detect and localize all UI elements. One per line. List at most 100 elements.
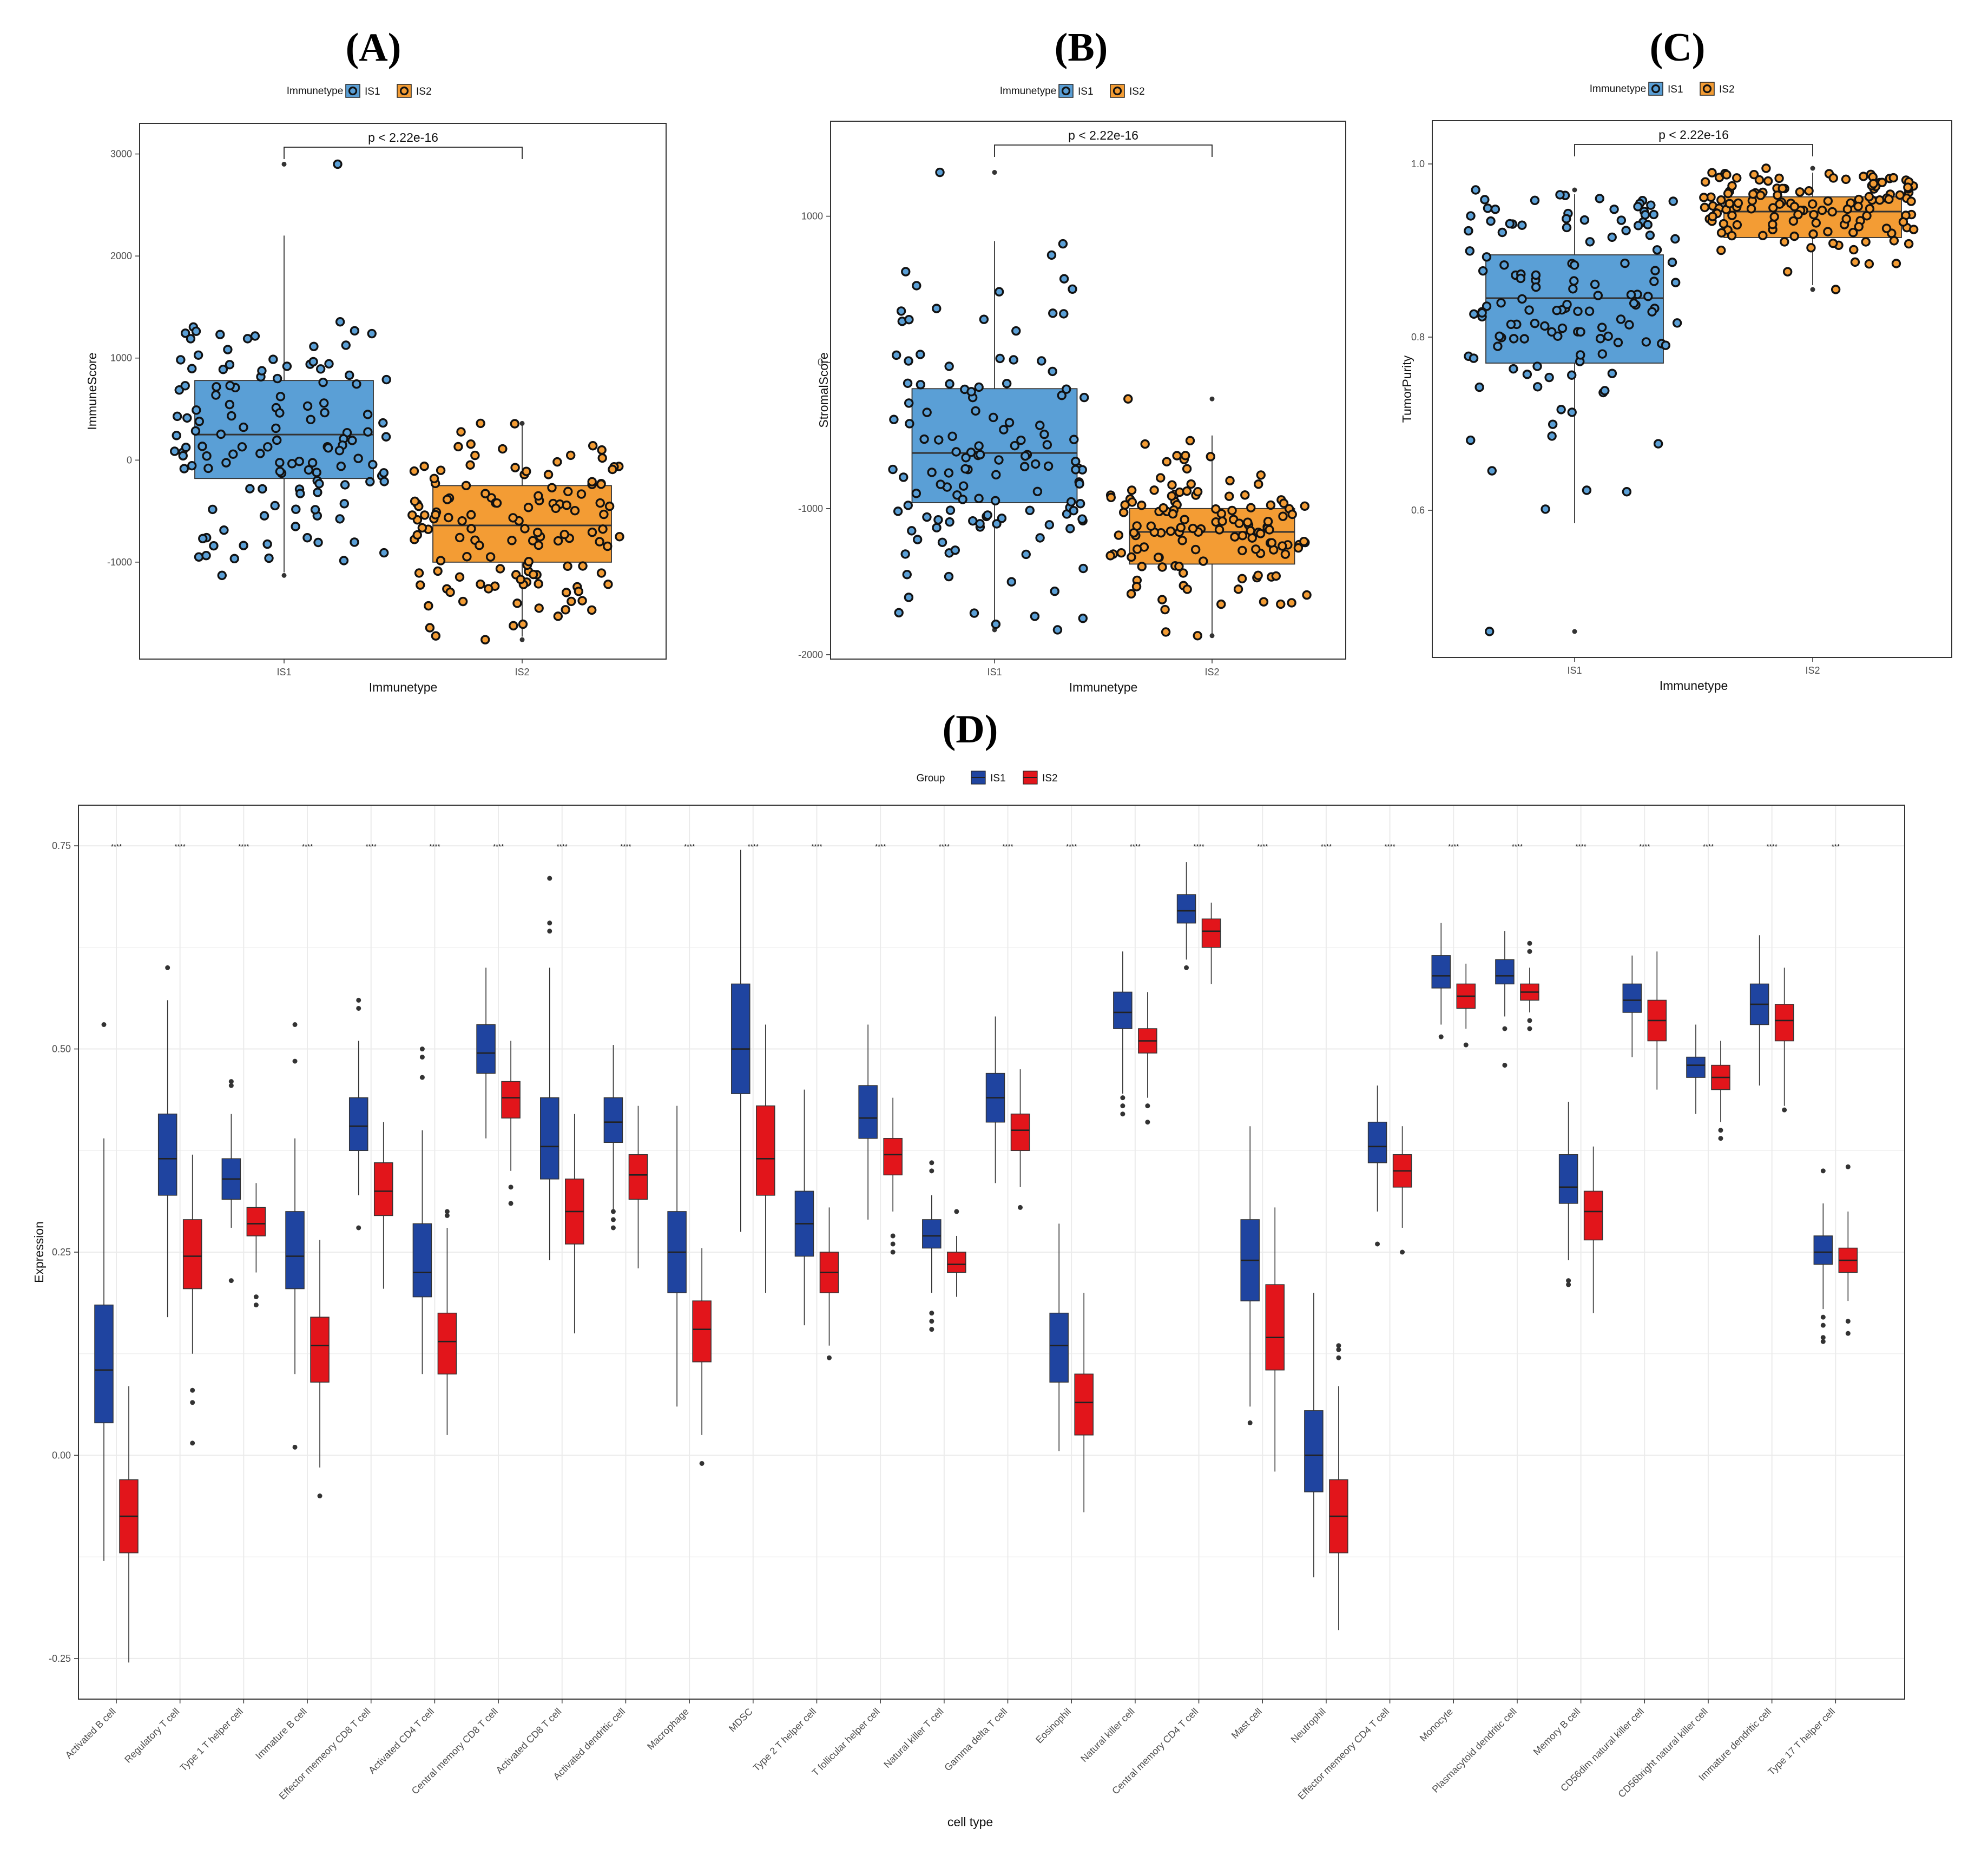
jitter-point	[1483, 203, 1493, 213]
box-iqr	[412, 1223, 432, 1298]
box-outlier	[1845, 1164, 1851, 1169]
box-outlier	[929, 1168, 934, 1174]
box-outlier	[826, 1355, 832, 1360]
jitter-point	[176, 355, 186, 365]
jitter-point	[458, 596, 468, 607]
jitter-point	[320, 407, 330, 418]
significance-stars: ****	[1257, 843, 1268, 851]
y-tick-label: 0.50	[52, 1044, 71, 1055]
jitter-point	[341, 340, 351, 350]
jitter-point	[416, 580, 425, 590]
box-outlier	[890, 1233, 896, 1239]
jitter-point	[1848, 228, 1858, 238]
jitter-point	[1700, 202, 1710, 213]
jitter-point	[365, 477, 375, 486]
jitter-point	[1597, 323, 1607, 332]
box-outlier	[547, 920, 552, 926]
jitter-point	[1641, 337, 1651, 347]
jitter-point	[192, 405, 201, 415]
box-outlier	[1718, 1136, 1723, 1141]
jitter-point	[1842, 204, 1853, 214]
jitter-point	[974, 382, 984, 392]
jitter-point	[912, 535, 923, 544]
jitter-point	[1647, 307, 1657, 317]
box-is2	[819, 1207, 839, 1360]
jitter-point	[1287, 598, 1296, 608]
box-outlier	[101, 1022, 107, 1027]
box-iqr	[858, 1085, 878, 1139]
jitter-point	[1823, 196, 1833, 206]
box-outlier	[929, 1160, 934, 1166]
jitter-point	[958, 495, 967, 504]
box-outlier	[929, 1319, 934, 1324]
box-outlier	[1566, 1282, 1571, 1287]
jitter-point	[588, 441, 598, 451]
jitter-point	[194, 417, 205, 426]
y-axis-title: Expression	[32, 1221, 46, 1283]
panel-label: (A)	[346, 25, 401, 70]
jitter-point	[1719, 219, 1729, 229]
x-tick-label: Natural killer T cell	[881, 1706, 945, 1770]
jitter-point	[1562, 222, 1572, 233]
jitter-point	[1077, 514, 1087, 524]
jitter-point	[1517, 220, 1527, 230]
x-tick-label: Immature B cell	[253, 1706, 309, 1762]
jitter-point	[334, 446, 345, 456]
box-iqr	[1622, 983, 1642, 1013]
jitter-point	[1127, 552, 1136, 562]
jitter-point	[1597, 349, 1608, 359]
box-iqr	[731, 983, 751, 1094]
jitter-point	[1808, 199, 1818, 209]
jitter-point	[553, 536, 563, 546]
jitter-point	[424, 601, 433, 611]
box-is2	[1456, 963, 1476, 1048]
box-iqr	[922, 1219, 942, 1249]
box-is1	[731, 850, 751, 1232]
box-outlier	[1527, 949, 1532, 954]
jitter-point	[1279, 498, 1289, 508]
jitter-point	[1841, 174, 1851, 185]
jitter-point	[225, 399, 235, 410]
jitter-point	[1251, 544, 1261, 554]
box-iqr	[1558, 1154, 1578, 1204]
jitter-point	[339, 499, 350, 509]
jitter-point	[1058, 239, 1068, 249]
y-axis-title: ImmuneScore	[85, 352, 99, 430]
jitter-point	[945, 505, 956, 515]
jitter-point	[1724, 199, 1734, 208]
significance-stars: ****	[875, 843, 886, 851]
y-tick-label: 0.8	[1411, 332, 1425, 343]
jitter-point	[1185, 436, 1195, 446]
significance-stars: ****	[1066, 843, 1077, 851]
jitter-point	[306, 414, 315, 425]
significance-stars: ****	[1321, 843, 1332, 851]
box-outlier	[547, 876, 552, 881]
jitter-point	[951, 447, 961, 457]
jitter-point	[182, 413, 192, 423]
box-is2	[1105, 394, 1312, 641]
jitter-point	[223, 345, 233, 354]
panel-label: (B)	[1055, 25, 1108, 70]
jitter-point	[1509, 364, 1518, 374]
jitter-point	[1859, 172, 1868, 181]
jitter-point	[228, 449, 238, 459]
box-is1	[1176, 862, 1196, 970]
significance-stars: ****	[1512, 843, 1523, 851]
jitter-point	[1853, 201, 1863, 212]
jitter-point	[1708, 212, 1717, 221]
x-tick-label: IS1	[1567, 665, 1582, 676]
jitter-point	[498, 444, 508, 454]
box-outlier	[1438, 1034, 1444, 1039]
plot-frame	[830, 121, 1346, 660]
jitter-point	[291, 504, 301, 514]
jitter-point	[1477, 308, 1487, 318]
jitter-point	[945, 517, 954, 527]
jitter-point	[1126, 589, 1136, 599]
box-is1	[667, 1106, 687, 1407]
jitter-point	[1206, 452, 1215, 462]
jitter-point	[1645, 231, 1655, 240]
significance-stars: ****	[1639, 843, 1650, 851]
jitter-point	[1265, 525, 1274, 535]
jitter-point	[576, 489, 587, 499]
jitter-point	[419, 462, 429, 471]
